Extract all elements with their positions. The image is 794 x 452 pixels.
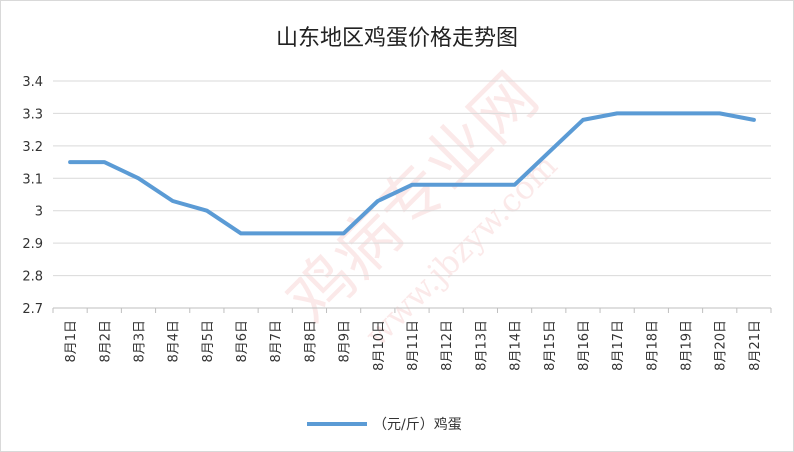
x-tick-label: 8月6日	[235, 320, 250, 363]
x-tick-label: 8月13日	[474, 320, 489, 371]
legend: （元/斤）鸡蛋	[307, 416, 462, 433]
y-tick-label: 2.9	[22, 237, 43, 252]
x-axis-ticks: 8月1日 8月2日 8月3日 8月4日 8月5日 8月6日 8月7日 8月8日 8月9日 8月10…	[64, 320, 763, 371]
series-line	[68, 111, 756, 236]
chart-title: 山东地区鸡蛋价格走势图	[276, 26, 518, 51]
y-tick-label: 3.1	[22, 172, 43, 187]
x-tick-label: 8月4日	[167, 320, 182, 363]
x-tick-label: 8月16日	[577, 320, 592, 371]
y-tick-label: 3.3	[22, 107, 43, 122]
x-tick-label: 8月17日	[611, 320, 626, 371]
x-tick-label: 8月21日	[748, 320, 763, 371]
x-tick-label: 8月7日	[269, 320, 284, 363]
x-tick-label: 8月3日	[132, 320, 147, 363]
x-tick-label: 8月15日	[543, 320, 558, 371]
x-tick-label: 8月1日	[64, 320, 79, 363]
y-tick-label: 3	[35, 205, 43, 220]
x-tick-label: 8月18日	[645, 320, 660, 371]
y-tick-label: 3.2	[22, 140, 43, 155]
legend-label: （元/斤）鸡蛋	[373, 416, 462, 433]
y-tick-label: 2.7	[22, 302, 43, 317]
x-tick-label: 8月19日	[680, 320, 695, 371]
y-axis-ticks: 2.7 2.8 2.9 3 3.1 3.2 3.3 3.4	[22, 75, 43, 317]
x-tick-label: 8月12日	[440, 320, 455, 371]
x-tick-label: 8月20日	[714, 320, 729, 371]
x-tick-label: 8月9日	[338, 320, 353, 363]
x-tick-label: 8月8日	[303, 320, 318, 363]
y-tick-label: 2.8	[22, 270, 43, 285]
x-tick-label: 8月11日	[406, 320, 421, 371]
x-tick-label: 8月2日	[98, 320, 113, 363]
series-layer	[68, 111, 756, 236]
y-tick-label: 3.4	[22, 75, 43, 90]
x-tick-label: 8月10日	[372, 320, 387, 371]
x-tick-label: 8月14日	[509, 320, 524, 371]
x-axis	[52, 307, 772, 313]
x-tick-label: 8月5日	[201, 320, 216, 363]
